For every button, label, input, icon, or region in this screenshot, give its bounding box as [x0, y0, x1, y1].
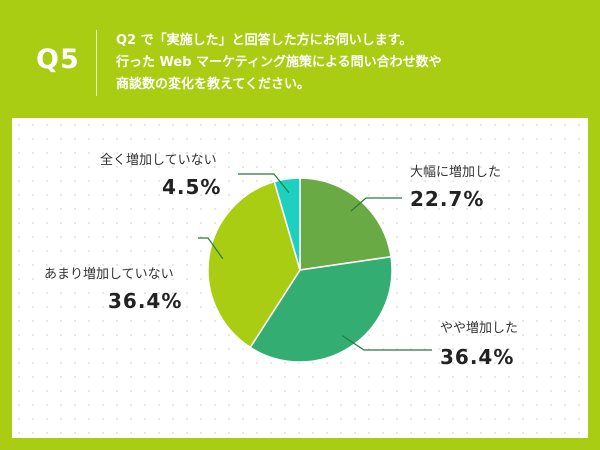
- question-number: Q5: [36, 44, 80, 75]
- question-line-3: 商談数の変化を教えてください。: [116, 77, 310, 92]
- slice-label-1: 大幅に増加した: [410, 165, 501, 180]
- pie-slice-1: [299, 177, 392, 271]
- leader-line-4: [238, 173, 290, 194]
- slice-label-2: やや増加した: [440, 321, 518, 336]
- leader-line-1: [350, 197, 402, 212]
- pie-slice-3: [207, 180, 301, 349]
- slice-value-3: 36.4%: [108, 289, 182, 313]
- leader-line-2: [341, 335, 432, 351]
- slice-value-4: 4.5%: [162, 175, 221, 199]
- question-line-2: 行った Web マーケティング施策による問い合わせ数や: [116, 55, 442, 70]
- question-line-1: Q2 で「実施した」と回答した方にお伺いします。: [116, 33, 413, 48]
- pie-chart: 大幅に増加した 22.7% やや増加した 36.4% あまり増加していない 36.4% 全く…: [44, 152, 518, 369]
- header-divider: [96, 30, 97, 96]
- pie-slice-4: [273, 177, 301, 271]
- slice-label-3: あまり増加していない: [44, 267, 174, 282]
- slice-label-4: 全く増加していない: [100, 152, 217, 168]
- leader-line-3: [198, 237, 224, 260]
- pie-slice-2: [249, 255, 393, 363]
- slice-value-1: 22.7%: [410, 187, 484, 211]
- question-text: Q2 で「実施した」と回答した方にお伺いします。 行った Web マーケティング…: [116, 30, 586, 96]
- slice-value-2: 36.4%: [440, 345, 514, 369]
- header: Q5 Q2 で「実施した」と回答した方にお伺いします。 行った Web マーケテ…: [0, 0, 600, 118]
- chart-panel: 大幅に増加した 22.7% やや増加した 36.4% あまり増加していない 36.4% 全く…: [12, 118, 588, 438]
